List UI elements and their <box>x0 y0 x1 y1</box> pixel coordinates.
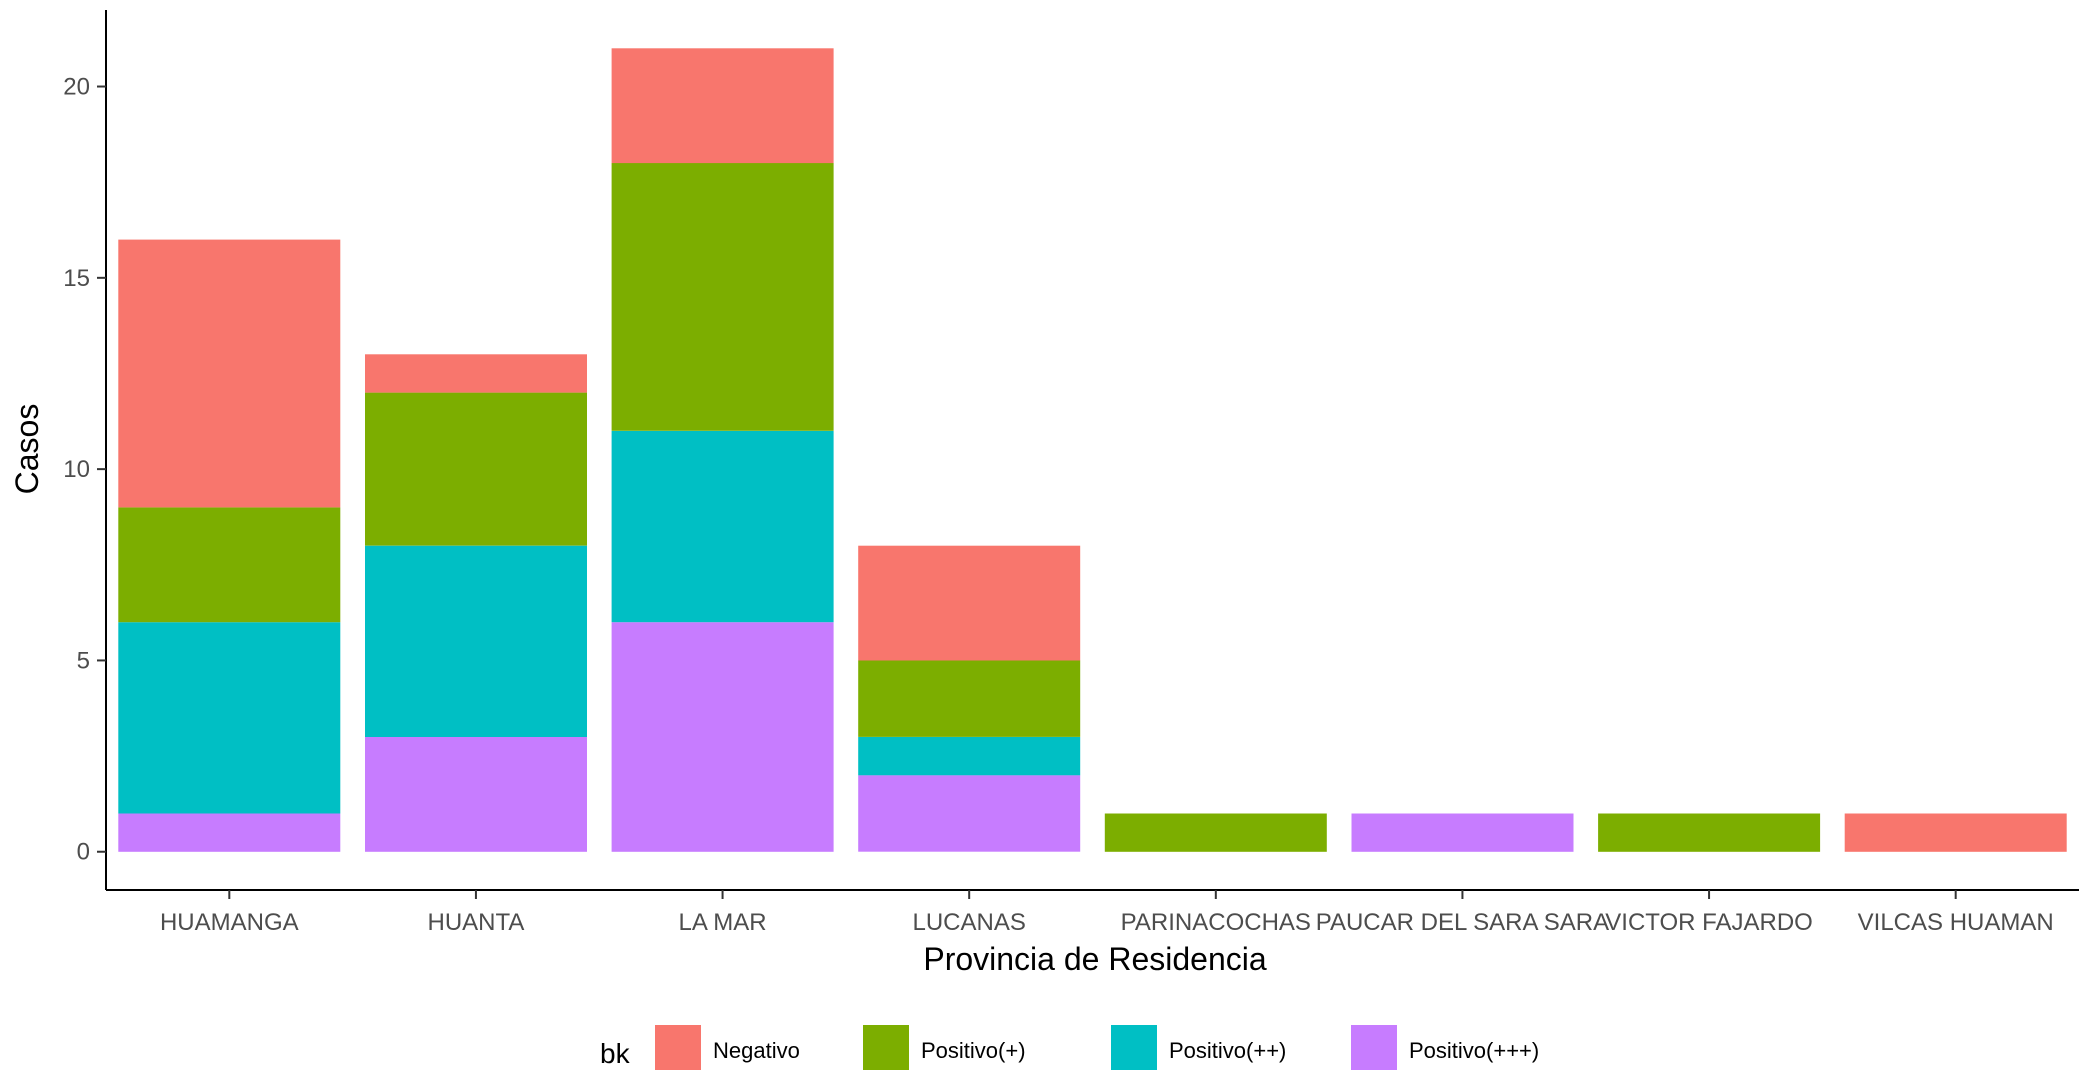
bar-huanta-negativo <box>365 354 587 393</box>
x-tick-label-parinacochas: PARINACOCHAS <box>1121 909 1311 936</box>
legend-key-positivo <box>1111 1025 1157 1070</box>
y-axis-ticks: 0 5 10 15 20 <box>63 74 106 866</box>
y-tick-label: 20 <box>63 74 90 101</box>
bar-victor-fajardo-positivo <box>1598 813 1821 852</box>
bar-lucanas-negativo <box>858 545 1081 661</box>
bar-la-mar-positivo <box>611 430 834 623</box>
bar-paucar-del-sara-sara-positivo <box>1351 813 1574 852</box>
x-tick-label-paucar-del-sara-sara: PAUCAR DEL SARA SARA <box>1316 909 1609 936</box>
y-tick-label: 15 <box>63 265 90 292</box>
y-axis-title: Casos <box>9 404 45 495</box>
legend-label-positivo: Positivo(+) <box>921 1038 1026 1063</box>
y-tick-label: 10 <box>63 456 90 483</box>
bars-layer <box>118 48 2067 852</box>
bar-huanta-positivo <box>365 392 587 546</box>
x-tick-label-vilcas-huaman: VILCAS HUAMAN <box>1858 909 2054 936</box>
bar-lucanas-positivo <box>858 775 1081 852</box>
bar-lucanas-positivo <box>858 737 1081 776</box>
legend-key-positivo <box>1351 1025 1397 1070</box>
x-tick-label-huanta: HUANTA <box>427 909 524 936</box>
bar-huamanga-positivo <box>118 813 341 852</box>
legend-key-negativo <box>655 1025 701 1070</box>
legend-label-negativo: Negativo <box>713 1038 800 1063</box>
legend-title: bk <box>600 1038 631 1069</box>
x-tick-label-huamanga: HUAMANGA <box>160 909 299 936</box>
bar-vilcas-huaman-negativo <box>1844 813 2067 852</box>
bar-parinacochas-positivo <box>1104 813 1327 852</box>
y-tick-label: 5 <box>77 647 90 674</box>
legend-label-positivo: Positivo(++) <box>1169 1038 1286 1063</box>
x-axis-title: Provincia de Residencia <box>923 941 1267 977</box>
bar-lucanas-positivo <box>858 660 1081 737</box>
bar-huamanga-positivo <box>118 507 341 623</box>
legend: bk Negativo Positivo(+) Positivo(++) Positi… <box>600 1025 1539 1070</box>
x-axis-ticks: HUAMANGA HUANTA LA MAR LUCANAS PARINACOCHAS P… <box>160 890 2054 936</box>
x-tick-label-la-mar: LA MAR <box>679 909 767 936</box>
bar-huanta-positivo <box>365 545 587 737</box>
bar-la-mar-positivo <box>611 622 834 852</box>
bar-la-mar-negativo <box>611 48 834 164</box>
bar-huanta-positivo <box>365 737 587 852</box>
x-tick-label-victor-fajardo: VICTOR FAJARDO <box>1605 909 1813 936</box>
bar-huamanga-negativo <box>118 239 341 508</box>
x-tick-label-lucanas: LUCANAS <box>913 909 1026 936</box>
bar-huamanga-positivo <box>118 622 341 814</box>
legend-label-positivo: Positivo(+++) <box>1409 1038 1539 1063</box>
bar-la-mar-positivo <box>611 163 834 431</box>
y-tick-label: 0 <box>77 839 90 866</box>
legend-key-positivo <box>863 1025 909 1070</box>
